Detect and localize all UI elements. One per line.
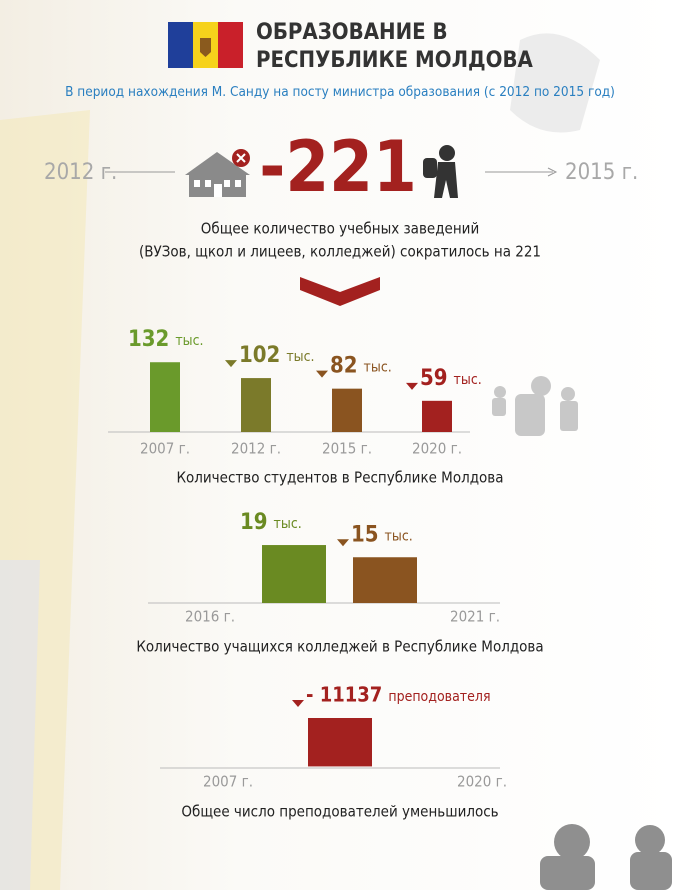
bar	[332, 388, 362, 432]
summary-text: (ВУЗов, щкол и лицеев, колледжей) сократ…	[139, 243, 541, 261]
x-tick-label: 2020 г.	[457, 773, 507, 791]
x-tick-label: 2015 г.	[322, 440, 372, 458]
title-line: РЕСПУБЛИКЕ МОЛДОВА	[256, 48, 534, 73]
down-marker	[316, 370, 328, 378]
change-value: -221	[259, 126, 417, 208]
x-tick-label: 2007 г.	[203, 773, 253, 791]
flag	[168, 22, 243, 68]
bg-bell	[510, 33, 600, 133]
down-marker	[337, 539, 349, 547]
value-label: 132	[128, 327, 169, 352]
x-tick-label: 2012 г.	[231, 440, 281, 458]
value-unit: тыс.	[385, 528, 413, 544]
bar	[150, 362, 180, 432]
summary-text: Общее количество учебных заведений	[201, 220, 479, 238]
bar	[308, 718, 372, 767]
value-label: 15	[351, 522, 379, 547]
bg-flag-blue	[0, 560, 40, 890]
to-year: 2015 г.	[565, 160, 638, 185]
value-unit: тыс.	[286, 349, 314, 365]
value-unit: тыс.	[175, 333, 203, 349]
student-icon	[423, 145, 458, 198]
down-marker	[292, 700, 304, 707]
title-line: ОБРАЗОВАНИЕ В	[256, 20, 448, 45]
value-label: 82	[330, 354, 358, 379]
value-label: 19	[240, 510, 268, 535]
chart-title: Количество студентов в Республике Молдов…	[176, 469, 503, 487]
chart-title: Общее число преподователей уменьшилось	[181, 803, 498, 821]
x-tick-label: 2007 г.	[140, 440, 190, 458]
x-tick-label: 2016 г.	[185, 608, 235, 626]
value-unit: тыс.	[274, 516, 302, 532]
value-unit: тыс.	[364, 360, 392, 376]
kids-icon-bottom	[540, 824, 672, 890]
value-unit: тыс.	[454, 372, 482, 388]
chart-title: Количество учащихся колледжей в Республи…	[136, 638, 543, 656]
chevron	[300, 277, 380, 306]
bar	[241, 378, 271, 432]
kids-icon	[492, 376, 578, 436]
bar	[422, 400, 452, 432]
down-marker	[225, 360, 237, 368]
subtitle: В период нахождения М. Санду на посту ми…	[65, 84, 615, 100]
value-label: 59	[420, 366, 448, 391]
bar	[353, 557, 417, 603]
value-unit: преподователя	[388, 689, 490, 705]
arrow-head	[547, 167, 558, 177]
value-label: 102	[239, 343, 280, 368]
school-icon	[185, 149, 250, 197]
value-label: - 11137	[306, 683, 382, 707]
x-tick-label: 2020 г.	[412, 440, 462, 458]
bar	[262, 545, 326, 603]
x-tick-label: 2021 г.	[450, 608, 500, 626]
down-marker	[406, 382, 418, 390]
